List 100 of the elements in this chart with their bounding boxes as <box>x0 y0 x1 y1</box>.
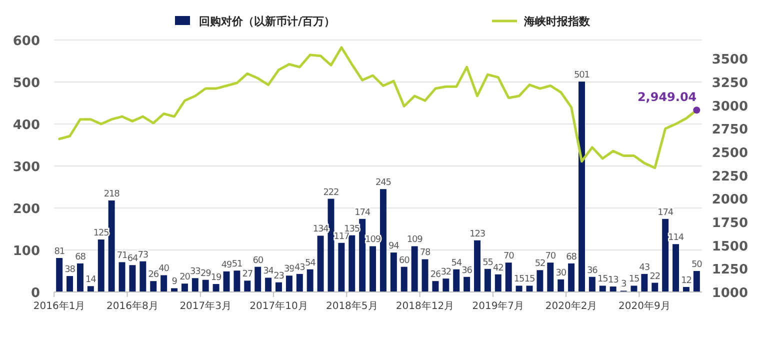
bar <box>380 189 386 292</box>
y2-tick-label: 1500 <box>712 239 748 254</box>
bar <box>453 269 460 292</box>
data-label: 68 <box>75 252 86 262</box>
data-label: 54 <box>451 258 462 268</box>
bar <box>87 286 94 292</box>
data-label: 218 <box>104 189 120 200</box>
bar <box>129 265 136 292</box>
bar <box>171 288 178 292</box>
bar <box>390 252 397 292</box>
data-label: 15 <box>524 274 535 285</box>
y2-tick-label: 2250 <box>712 169 748 184</box>
bar <box>98 240 104 292</box>
data-label: 43 <box>639 262 650 273</box>
y2-tick-label: 2500 <box>712 146 748 161</box>
data-label: 64 <box>127 254 138 264</box>
data-label: 39 <box>284 264 296 275</box>
data-label: 125 <box>93 228 109 238</box>
bar <box>474 240 480 292</box>
x-tick-label: 2018年5月 <box>326 300 378 312</box>
data-label: 40 <box>158 264 170 274</box>
bar <box>422 259 428 292</box>
bar <box>400 266 408 292</box>
bar <box>202 280 209 292</box>
data-label: 245 <box>376 178 391 188</box>
y2-tick-label: 1750 <box>712 216 748 231</box>
data-label: 60 <box>398 256 410 266</box>
data-label: 23 <box>274 271 284 282</box>
data-label: 32 <box>440 268 452 278</box>
x-tick-label: 2016年1月 <box>33 300 86 312</box>
data-label: 19 <box>210 273 222 284</box>
bar <box>652 282 658 292</box>
bar <box>505 262 512 292</box>
data-label: 50 <box>692 260 703 270</box>
bar <box>306 269 314 292</box>
data-label: 20 <box>180 272 191 283</box>
data-label: 30 <box>556 268 567 278</box>
data-label: 222 <box>323 188 339 198</box>
data-label: 94 <box>388 242 400 252</box>
x-tick-label: 2020年9月 <box>618 300 670 312</box>
bar <box>610 286 616 292</box>
x-tick-label: 2017年10月 <box>250 300 308 312</box>
data-label: 9 <box>172 277 178 288</box>
bar <box>359 218 366 292</box>
y2-tick-label: 3250 <box>712 76 748 91</box>
data-label: 15 <box>514 274 524 285</box>
bar <box>432 281 439 292</box>
data-label: 174 <box>658 208 674 218</box>
data-label: 174 <box>354 208 371 218</box>
data-label: 81 <box>54 246 64 257</box>
bar <box>56 258 63 292</box>
data-label: 123 <box>470 229 485 240</box>
bar <box>212 284 220 292</box>
bar <box>265 278 272 292</box>
x-tick-label: 2020年2月 <box>545 300 598 312</box>
bar <box>338 242 345 292</box>
bar <box>672 244 680 292</box>
data-label: 54 <box>304 258 316 268</box>
bar <box>411 246 418 292</box>
bar <box>223 271 230 292</box>
data-label: 22 <box>650 272 660 282</box>
bar <box>276 282 282 292</box>
bar <box>599 286 606 292</box>
bar <box>568 263 575 292</box>
y-tick-label: 500 <box>12 76 40 91</box>
data-label: 15 <box>598 274 608 285</box>
y-tick-label: 300 <box>12 160 40 175</box>
bar <box>578 82 585 292</box>
bar <box>536 270 544 292</box>
y-tick-label: 600 <box>12 34 40 49</box>
data-label: 29 <box>200 268 212 279</box>
y2-tick-label: 3500 <box>712 52 748 68</box>
bar <box>641 274 648 292</box>
data-label: 2,949.04 <box>637 90 697 104</box>
x-tick-label: 2018年12月 <box>396 300 454 312</box>
data-label: 60 <box>252 256 264 266</box>
x-tick-label: 2016年8月 <box>106 300 158 312</box>
y-tick-label: 200 <box>12 202 40 217</box>
bar <box>328 198 334 292</box>
y-tick-label: 400 <box>12 118 40 133</box>
data-label: 68 <box>566 252 578 262</box>
data-label: 42 <box>493 263 504 274</box>
bar <box>181 284 188 292</box>
data-label: 55 <box>482 258 493 268</box>
y2-tick-label: 1000 <box>712 286 748 301</box>
data-label: 71 <box>116 251 128 262</box>
bar <box>588 276 596 292</box>
data-label: 3 <box>620 280 626 290</box>
bar <box>494 274 502 292</box>
bar <box>66 276 74 292</box>
data-label: 49 <box>221 260 232 270</box>
data-label: 36 <box>462 266 473 276</box>
bar <box>254 266 262 292</box>
data-label: 14 <box>86 275 97 286</box>
data-label: 109 <box>406 235 424 246</box>
bar <box>244 280 251 292</box>
bar <box>76 263 84 292</box>
y2-tick-label: 3000 <box>712 99 748 114</box>
y2-tick-label: 1250 <box>712 262 748 278</box>
legend-label: 回购对价（以新币计/百万） <box>199 15 336 28</box>
